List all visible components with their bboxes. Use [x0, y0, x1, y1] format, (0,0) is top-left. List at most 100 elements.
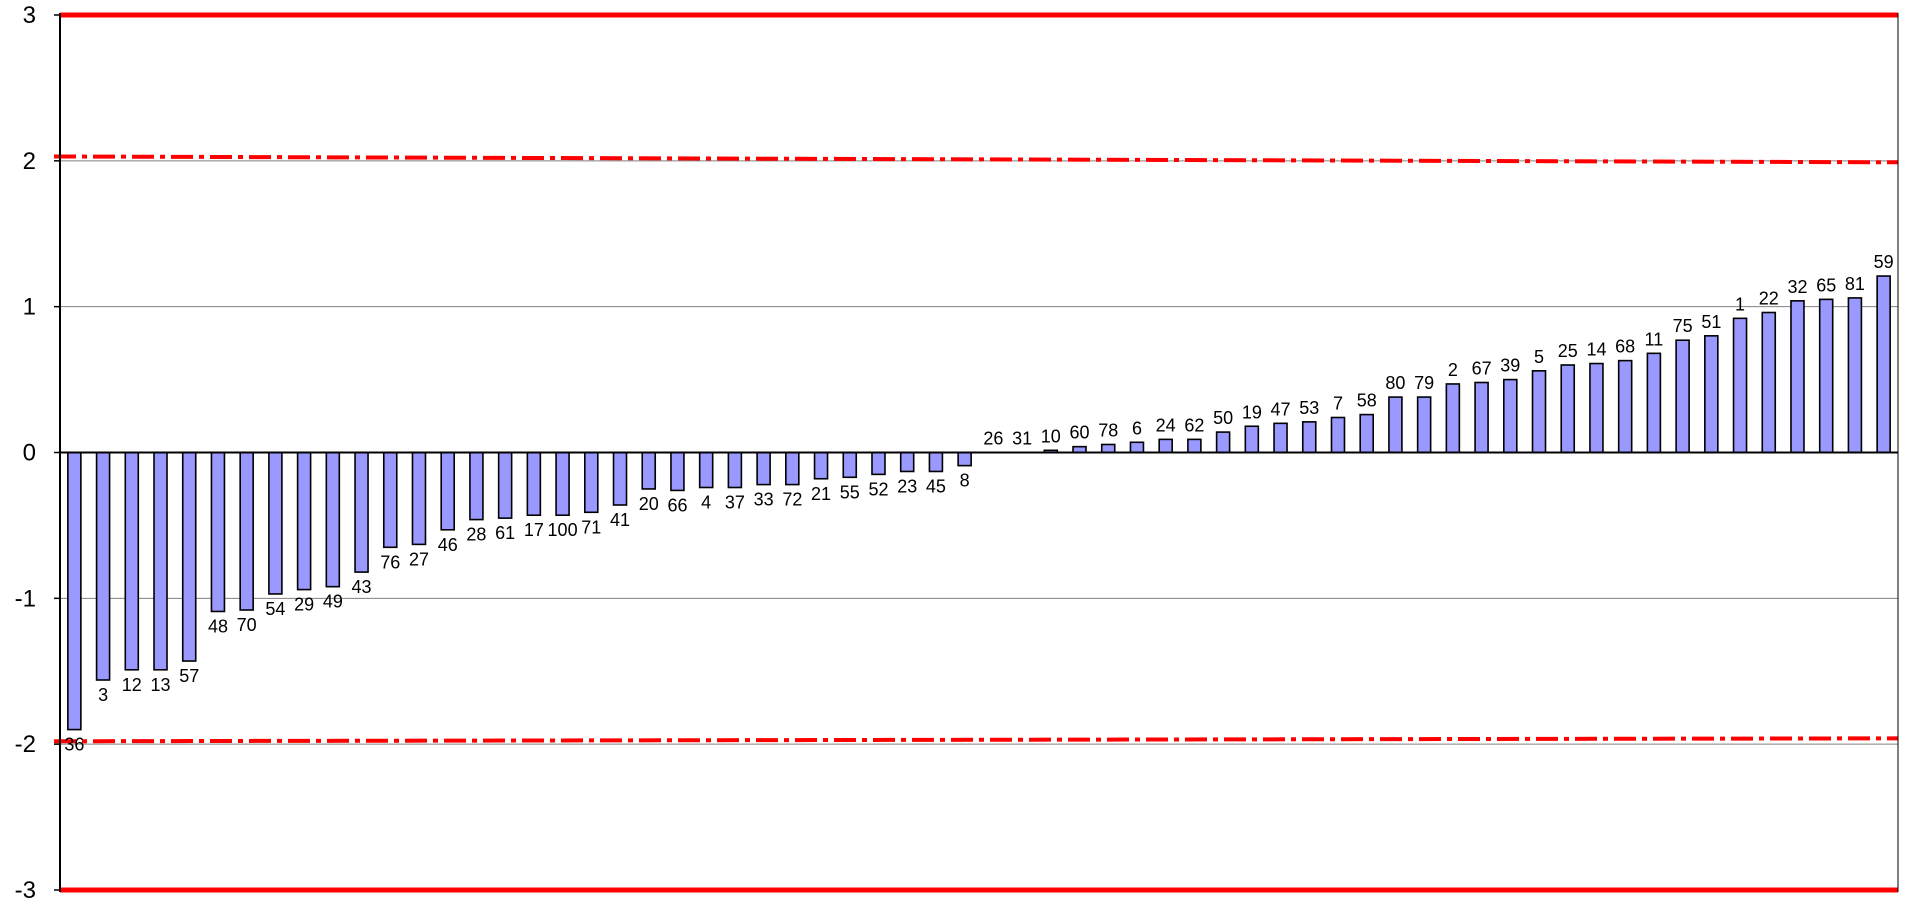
bar — [181, 451, 197, 662]
bar — [1761, 311, 1777, 454]
bar — [1215, 431, 1231, 454]
data-label: 6 — [1132, 418, 1142, 438]
data-label: 23 — [897, 476, 917, 496]
data-label: 3 — [98, 685, 108, 705]
bar — [1847, 297, 1863, 454]
data-label: 33 — [754, 490, 774, 510]
data-label: 49 — [323, 592, 343, 612]
bar — [1244, 425, 1260, 454]
reference-line-dashdot — [53, 736, 1899, 744]
bar — [1790, 300, 1805, 454]
data-label: 71 — [581, 517, 601, 537]
bar — [382, 451, 398, 549]
data-label: 1 — [1735, 294, 1745, 314]
data-label: 48 — [208, 616, 228, 636]
bar — [1388, 396, 1403, 454]
data-label: 51 — [1701, 312, 1721, 332]
bar — [899, 451, 915, 473]
bar — [1502, 378, 1518, 454]
data-label: 54 — [265, 599, 285, 619]
data-label: 13 — [151, 675, 171, 695]
bar — [1818, 298, 1834, 454]
data-label: 79 — [1414, 373, 1434, 393]
data-label: 22 — [1759, 289, 1779, 309]
data-label: 8 — [960, 471, 970, 491]
data-label: 60 — [1070, 423, 1090, 443]
data-label: 47 — [1271, 399, 1291, 419]
bar — [124, 451, 140, 671]
bar — [1589, 362, 1604, 454]
data-label: 28 — [466, 525, 486, 545]
bar — [785, 451, 800, 486]
bar — [497, 451, 513, 519]
data-label: 25 — [1558, 341, 1578, 361]
data-label: 14 — [1586, 340, 1606, 360]
data-label: 50 — [1213, 408, 1233, 428]
bar — [411, 451, 427, 546]
data-label: 36 — [64, 735, 84, 755]
bar — [641, 451, 657, 490]
bar — [555, 451, 570, 517]
bar — [612, 451, 628, 506]
data-label: 12 — [122, 675, 142, 695]
bar — [1560, 364, 1576, 454]
bar — [928, 451, 944, 473]
bar — [239, 451, 254, 611]
bar — [1359, 413, 1375, 454]
data-label: 26 — [983, 429, 1003, 449]
reference-lines — [53, 12, 1899, 893]
data-label: 27 — [409, 549, 429, 569]
bar — [440, 451, 456, 531]
bar — [1187, 438, 1202, 454]
data-label: 21 — [811, 484, 831, 504]
data-label: 78 — [1098, 420, 1118, 440]
bar — [1474, 381, 1489, 454]
bar — [1732, 317, 1748, 454]
data-label: 41 — [610, 510, 630, 530]
data-label: 19 — [1242, 402, 1262, 422]
bar — [1617, 359, 1633, 454]
data-label: 52 — [868, 479, 888, 499]
y-tick-label: 3 — [23, 2, 36, 29]
y-tick-label: -2 — [15, 731, 36, 758]
bar — [1531, 370, 1547, 454]
data-label: 67 — [1472, 359, 1492, 379]
data-label: 31 — [1012, 429, 1032, 449]
data-label: 53 — [1299, 398, 1319, 418]
bar — [469, 451, 484, 521]
data-label: 39 — [1500, 356, 1520, 376]
data-label: 43 — [352, 577, 372, 597]
data-label: 57 — [179, 666, 199, 686]
bar — [842, 451, 858, 479]
bar — [727, 451, 743, 489]
data-label: 32 — [1787, 277, 1807, 297]
bar — [1301, 421, 1317, 454]
bar — [296, 451, 312, 591]
data-label: 66 — [667, 495, 687, 515]
data-label: 100 — [548, 520, 578, 540]
bar — [354, 451, 369, 573]
data-label: 59 — [1874, 252, 1894, 272]
data-label: 81 — [1845, 274, 1865, 294]
data-label: 2 — [1448, 360, 1458, 380]
bar — [1158, 438, 1173, 454]
data-label: 45 — [926, 476, 946, 496]
y-tick-label: 0 — [23, 440, 36, 467]
data-label: 24 — [1156, 415, 1176, 435]
bar — [670, 451, 685, 492]
bar — [1129, 441, 1145, 454]
data-label: 61 — [495, 523, 515, 543]
bar — [756, 451, 771, 486]
data-label: 62 — [1184, 415, 1204, 435]
data-label: 7 — [1333, 394, 1343, 414]
data-label: 5 — [1534, 347, 1544, 367]
data-label: 11 — [1645, 329, 1664, 349]
data-label: 76 — [380, 552, 400, 572]
data-label: 72 — [782, 490, 802, 510]
y-tick-label: -1 — [15, 585, 36, 612]
data-label: 46 — [438, 535, 458, 555]
